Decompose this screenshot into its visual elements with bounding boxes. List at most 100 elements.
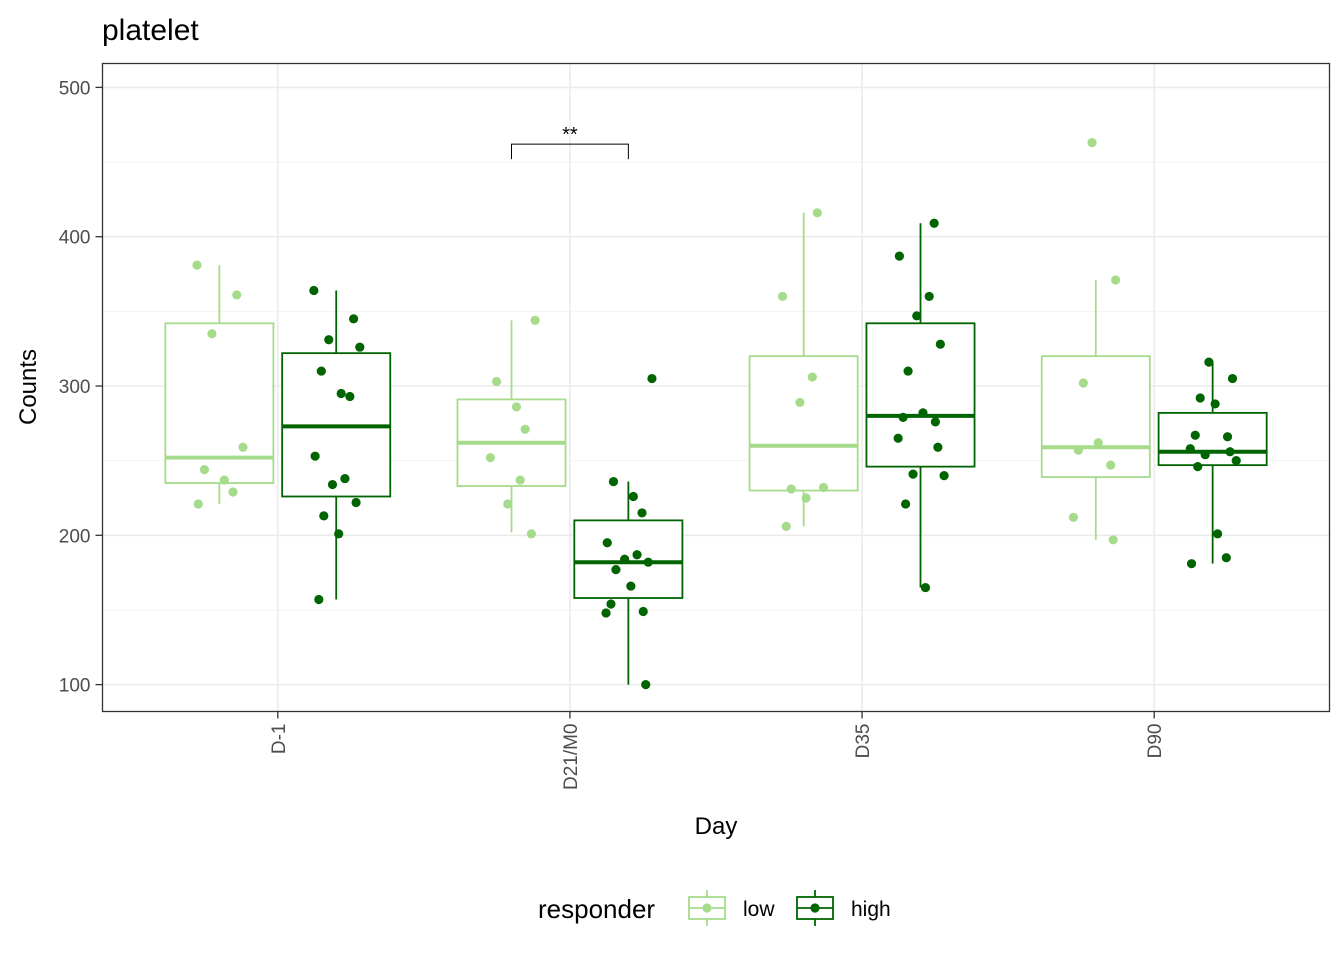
data-point-high	[606, 599, 616, 609]
data-point-low	[515, 475, 525, 485]
x-tick-label: D21/M0	[561, 724, 582, 791]
data-point-high	[908, 469, 918, 479]
data-point-high	[1200, 450, 1210, 460]
box-low	[1040, 279, 1151, 540]
data-point-high	[314, 594, 324, 605]
chart-title: platelet	[102, 14, 199, 47]
data-point-low	[1106, 460, 1116, 470]
point-layer	[192, 138, 1241, 690]
iqr-box	[748, 355, 859, 492]
data-point-high	[912, 311, 922, 321]
data-point-high	[1225, 447, 1235, 457]
legend: responder low high	[538, 890, 891, 926]
iqr-box	[865, 322, 976, 468]
iqr-box	[1040, 355, 1151, 478]
data-point-high	[935, 339, 945, 349]
annotation-layer: **	[511, 124, 629, 160]
data-point-high	[611, 565, 621, 575]
data-point-high	[1185, 444, 1195, 454]
data-point-high	[1186, 559, 1197, 569]
data-point-low	[199, 465, 210, 475]
legend-key-high: high	[796, 890, 891, 926]
data-point-high	[920, 582, 931, 593]
box-high	[865, 223, 976, 588]
data-point-high	[1193, 462, 1203, 472]
data-point-high	[641, 680, 651, 690]
data-point-low	[492, 376, 502, 387]
data-point-low	[193, 499, 203, 509]
data-point-low	[511, 402, 522, 412]
box-layer	[164, 212, 1268, 685]
data-point-high	[1227, 373, 1238, 384]
data-point-low	[777, 291, 788, 302]
y-tick-label: 300	[59, 377, 91, 398]
data-point-low	[786, 484, 796, 494]
data-point-low	[801, 493, 811, 503]
x-axis: D-1 D21/M0 D35 D90	[269, 711, 1166, 791]
data-point-low	[228, 487, 238, 497]
data-point-high	[1221, 553, 1231, 563]
data-point-high	[628, 491, 638, 502]
data-point-low	[207, 329, 217, 339]
data-point-high	[930, 417, 940, 427]
box-high	[1157, 362, 1268, 564]
data-point-high	[351, 497, 361, 508]
data-point-low	[818, 482, 829, 493]
data-point-low	[812, 208, 822, 218]
data-point-high	[1204, 357, 1214, 367]
data-point-low	[232, 290, 242, 300]
legend-key-low: low	[688, 890, 775, 926]
data-point-low	[1068, 512, 1079, 522]
data-point-high	[336, 388, 346, 399]
x-tick-label: D-1	[269, 724, 290, 755]
data-point-low	[1093, 438, 1103, 448]
data-point-low	[485, 453, 495, 463]
data-point-high	[637, 508, 647, 518]
data-point-high	[647, 373, 657, 384]
data-point-high	[345, 391, 355, 402]
data-point-high	[643, 557, 653, 567]
data-point-low	[1078, 378, 1088, 388]
significance-bracket	[511, 143, 629, 160]
data-point-high	[327, 479, 338, 490]
data-point-high	[602, 538, 612, 548]
data-point-low	[526, 529, 536, 539]
data-point-low	[219, 475, 229, 485]
x-axis-title: Day	[695, 813, 738, 840]
box-low	[748, 212, 859, 527]
iqr-box	[1157, 411, 1268, 467]
data-point-high	[1213, 529, 1223, 539]
data-point-high	[319, 511, 329, 521]
data-point-high	[939, 470, 949, 481]
data-point-high	[355, 342, 365, 352]
y-tick-label: 400	[59, 228, 91, 249]
data-point-high	[918, 408, 928, 418]
data-point-low	[1073, 445, 1084, 455]
data-point-low	[503, 499, 513, 509]
data-point-high	[1231, 456, 1241, 466]
data-point-high	[309, 285, 319, 296]
data-point-high	[626, 581, 636, 591]
data-point-high	[1222, 432, 1233, 442]
data-point-low	[1087, 138, 1097, 148]
data-point-high	[348, 314, 359, 324]
data-point-low	[520, 424, 530, 434]
data-point-high	[601, 608, 611, 618]
grid	[102, 63, 1330, 712]
data-point-high	[324, 335, 334, 345]
y-axis-title: Counts	[15, 349, 42, 425]
box-low	[164, 265, 275, 504]
data-point-high	[1195, 393, 1205, 403]
y-tick-label: 200	[59, 526, 91, 547]
data-point-low	[1111, 275, 1121, 285]
data-point-high	[608, 476, 619, 487]
box-low	[456, 320, 567, 533]
data-point-low	[795, 397, 805, 408]
data-point-low	[192, 260, 202, 270]
legend-point	[810, 903, 820, 913]
data-point-high	[929, 218, 939, 228]
y-tick-label: 500	[59, 78, 91, 99]
data-point-high	[901, 499, 911, 509]
panel-border	[101, 62, 1331, 713]
data-point-high	[340, 473, 350, 484]
